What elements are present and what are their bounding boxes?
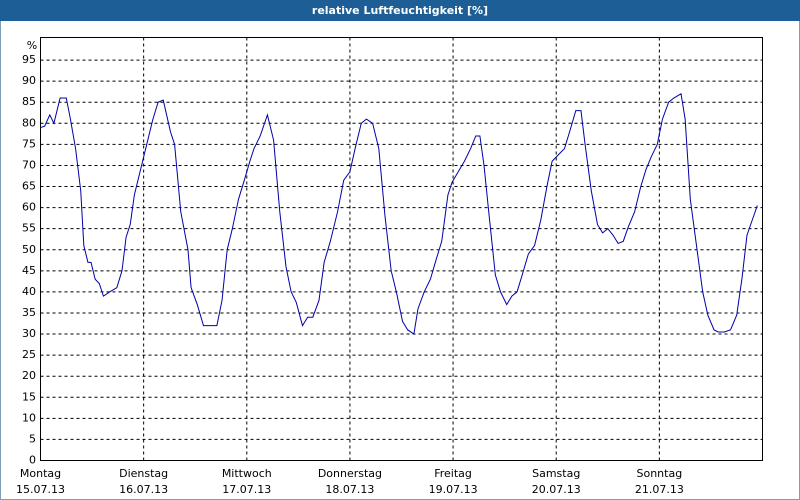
y-tick-label: 35 xyxy=(22,306,36,319)
x-tick-label: 18.07.13 xyxy=(325,483,374,496)
x-tick-label: 21.07.13 xyxy=(635,483,684,496)
y-tick-label: 80 xyxy=(22,116,36,129)
x-tick-label: 19.07.13 xyxy=(429,483,478,496)
x-tick-label: 16.07.13 xyxy=(119,483,168,496)
y-tick-label: 40 xyxy=(22,285,36,298)
x-tick-label: Montag xyxy=(20,467,61,480)
y-tick-label: 85 xyxy=(22,95,36,108)
y-axis-label: % xyxy=(27,39,37,52)
x-tick-label: 17.07.13 xyxy=(222,483,271,496)
y-tick-label: 65 xyxy=(22,180,36,193)
plot-frame xyxy=(40,37,763,461)
y-tick-label: 25 xyxy=(22,348,36,361)
y-tick-label: 75 xyxy=(22,137,36,150)
y-tick-label: 30 xyxy=(22,327,36,340)
x-tick-label: Dienstag xyxy=(119,467,168,480)
x-tick-label: Donnerstag xyxy=(318,467,382,480)
y-tick-label: 0 xyxy=(29,454,36,467)
y-tick-label: 45 xyxy=(22,264,36,277)
y-tick-label: 15 xyxy=(22,390,36,403)
x-tick-label: Sonntag xyxy=(637,467,683,480)
y-tick-label: 50 xyxy=(22,243,36,256)
y-tick-label: 95 xyxy=(22,53,36,66)
x-tick-label: 20.07.13 xyxy=(532,483,581,496)
y-tick-label: 60 xyxy=(22,201,36,214)
x-tick-label: Mittwoch xyxy=(222,467,272,480)
y-tick-label: 70 xyxy=(22,158,36,171)
title-bar xyxy=(0,0,800,21)
y-tick-label: 20 xyxy=(22,369,36,382)
x-tick-label: 15.07.13 xyxy=(16,483,65,496)
y-tick-label: 5 xyxy=(29,432,36,445)
y-tick-label: 55 xyxy=(22,222,36,235)
chart-title: relative Luftfeuchtigkeit [%] xyxy=(312,4,488,17)
data-line xyxy=(40,93,758,335)
x-tick-label: Samstag xyxy=(532,467,580,480)
x-tick-label: Freitag xyxy=(434,467,472,480)
y-tick-label: 90 xyxy=(22,74,36,87)
y-tick-label: 10 xyxy=(22,411,36,424)
